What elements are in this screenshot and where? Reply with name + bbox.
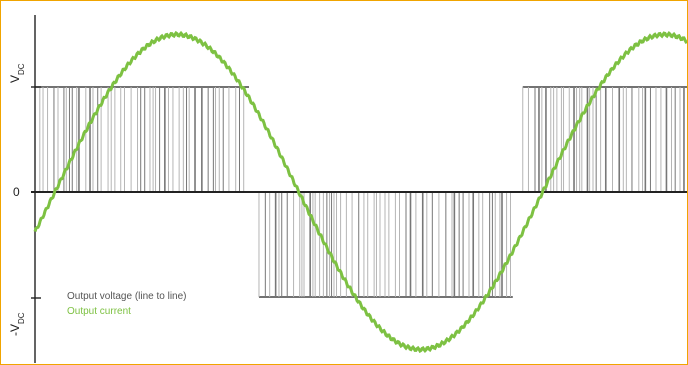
legend: Output voltage (line to line) Output cur… <box>67 291 187 317</box>
legend-current-label: Output current <box>67 306 131 317</box>
y-tick-labels: VDC 0 -VDC <box>8 63 26 336</box>
y-ticks <box>31 86 41 299</box>
y-tick-label-zero: 0 <box>13 185 20 199</box>
y-tick-label-neg-vdc: -VDC <box>8 312 26 336</box>
legend-voltage-label: Output voltage (line to line) <box>67 291 187 302</box>
y-tick-label-vdc: VDC <box>8 63 26 83</box>
current-series-line <box>33 30 687 354</box>
